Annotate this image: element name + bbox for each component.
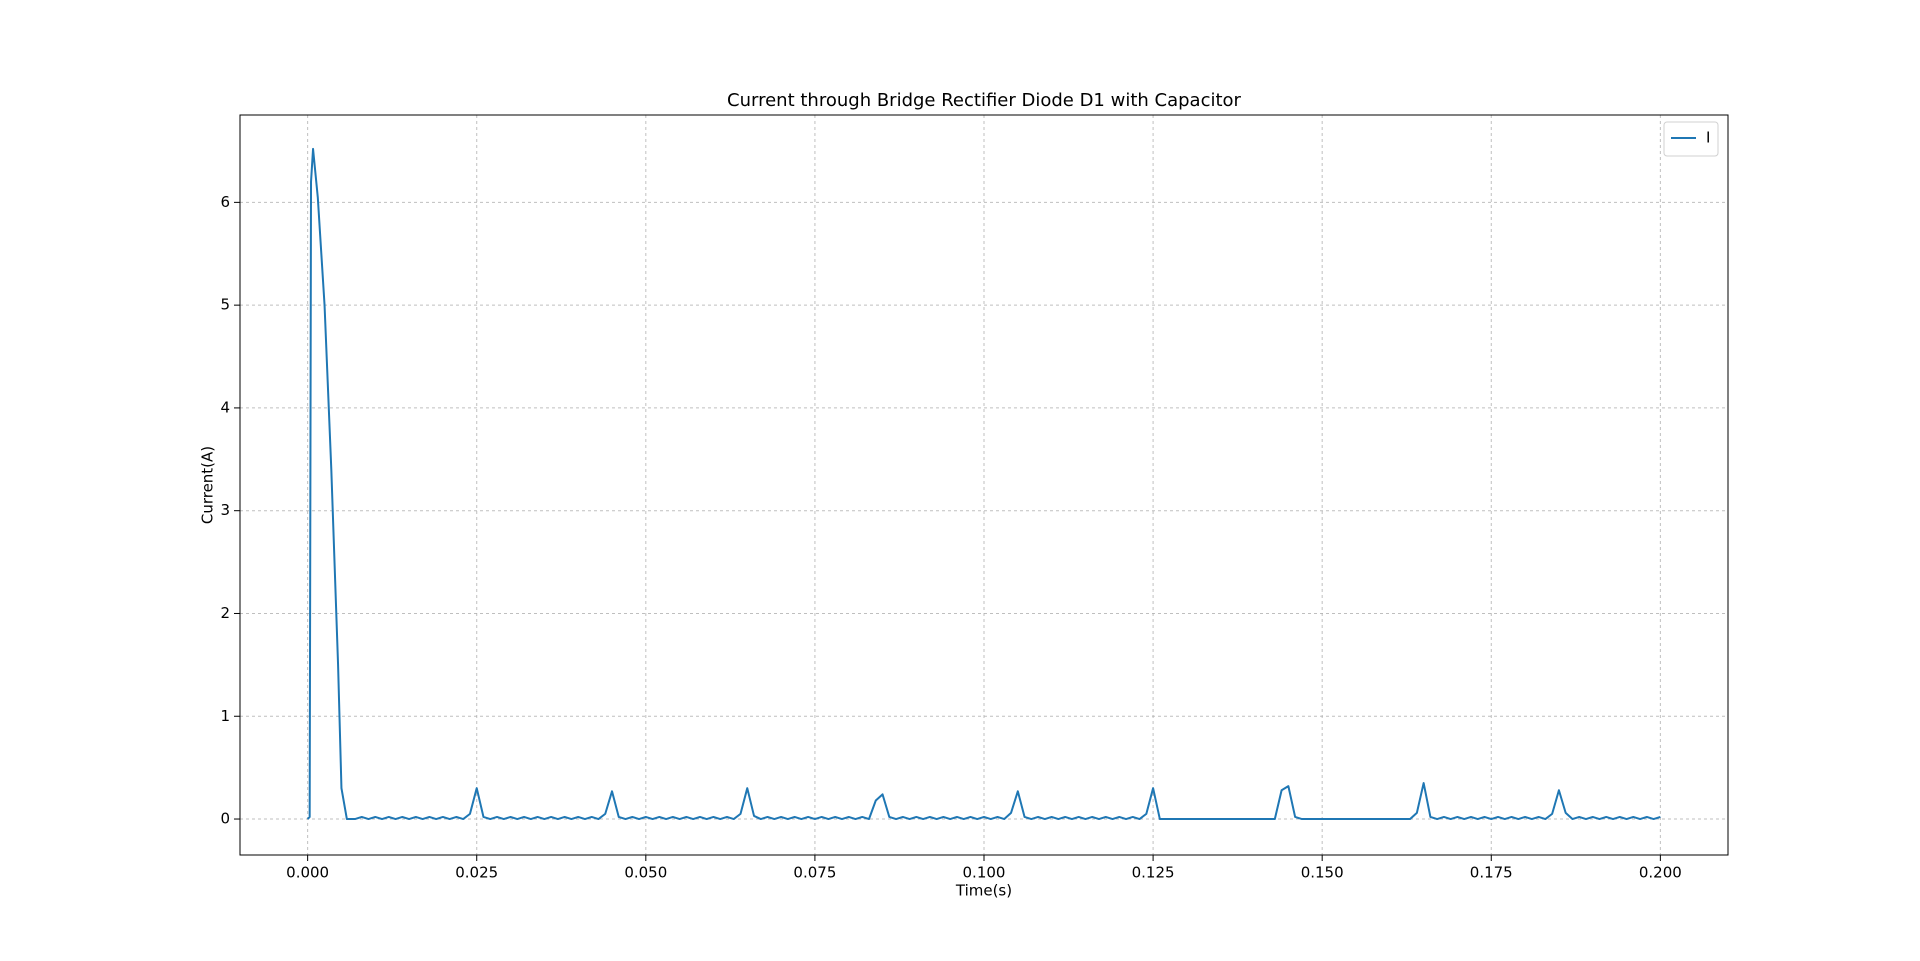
x-tick-label: 0.150	[1301, 864, 1344, 882]
chart-title: Current through Bridge Rectifier Diode D…	[727, 90, 1241, 111]
plot-frame	[239, 114, 1729, 856]
x-axis-label: Time(s)	[955, 882, 1012, 900]
x-tick-label: 0.025	[455, 864, 498, 882]
y-tick-label: 5	[220, 296, 230, 314]
y-tick-label: 6	[220, 193, 230, 211]
y-tick-label: 1	[220, 707, 230, 725]
legend-label: I	[1706, 129, 1710, 147]
y-axis-label: Current(A)	[199, 446, 217, 524]
x-tick-label: 0.100	[963, 864, 1006, 882]
x-tick-label: 0.075	[793, 864, 836, 882]
x-tick-label: 0.000	[286, 864, 329, 882]
x-tick-label: 0.125	[1132, 864, 1175, 882]
y-tick-label: 0	[220, 810, 230, 828]
x-tick-label: 0.175	[1470, 864, 1513, 882]
y-tick-label: 2	[220, 604, 230, 622]
y-tick-label: 3	[220, 501, 230, 519]
data-line	[306, 147, 1661, 821]
x-tick-label: 0.050	[624, 864, 667, 882]
x-tick-label: 0.200	[1639, 864, 1682, 882]
y-tick-label: 4	[220, 398, 230, 416]
